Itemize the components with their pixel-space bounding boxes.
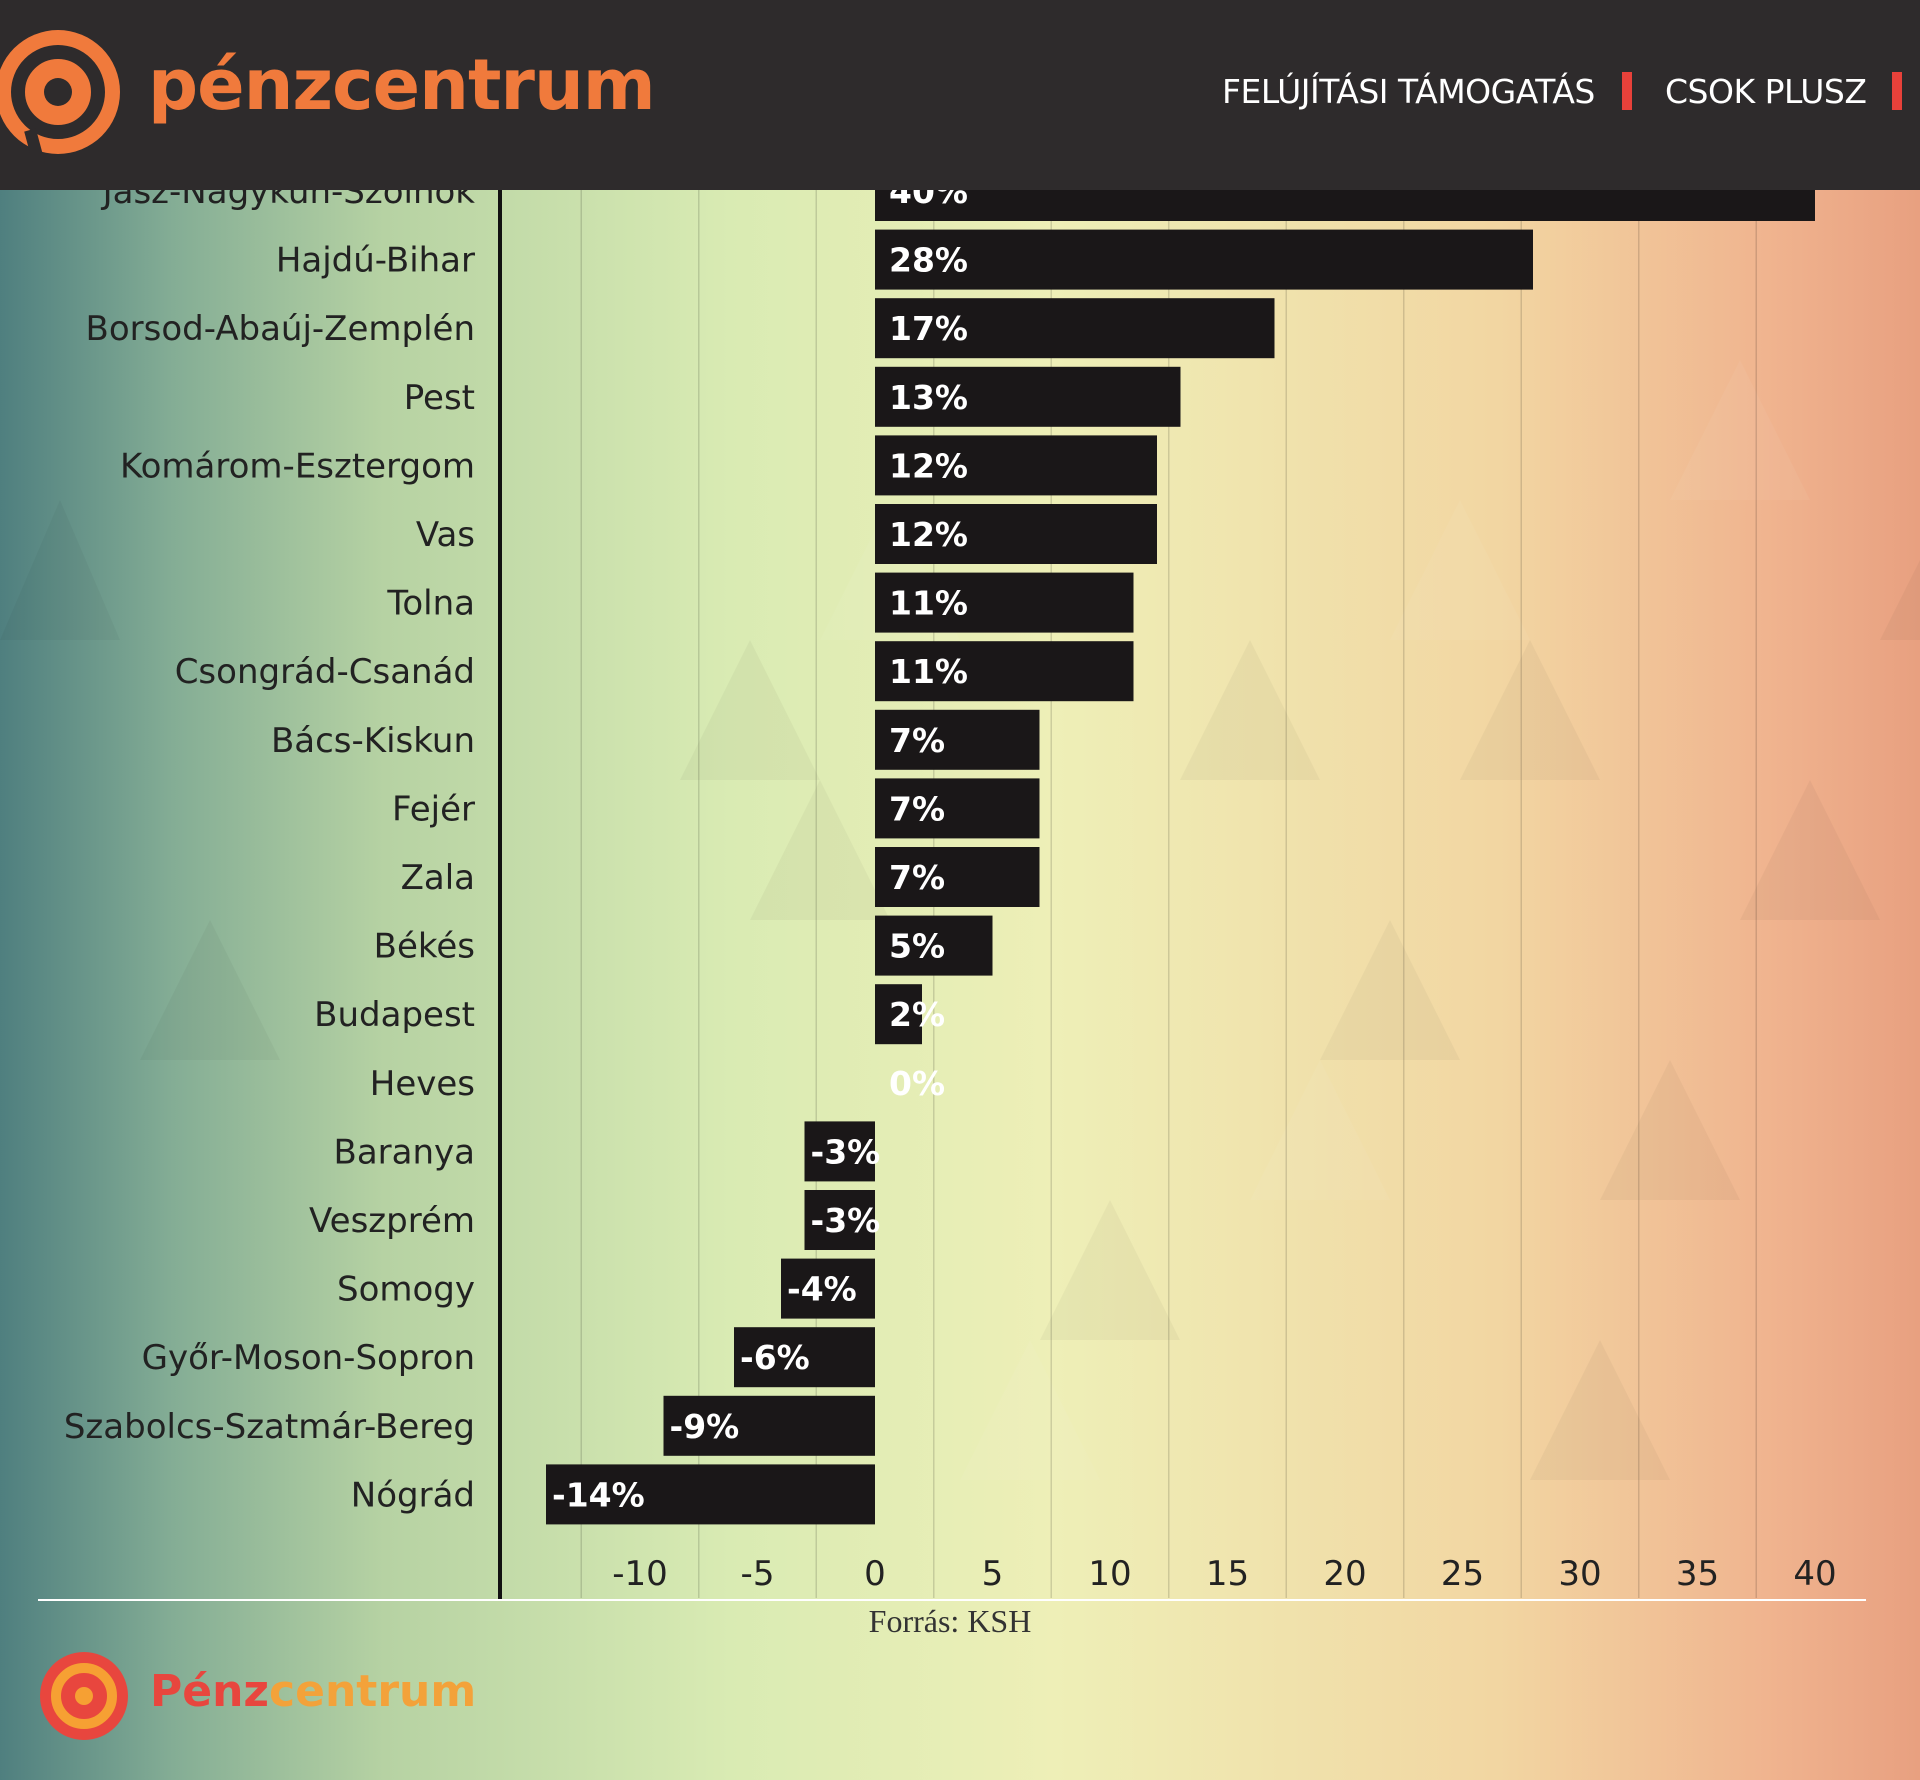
footer-brand: Pénzcentrum [150, 1666, 476, 1717]
category-label: Zala [401, 858, 475, 898]
data-label: 11% [889, 584, 968, 623]
x-tick-label: 20 [1323, 1554, 1366, 1594]
footer-logo-icon [40, 1652, 128, 1740]
data-label: -14% [552, 1475, 645, 1514]
nav-item-csok-plusz[interactable]: CSOK PLUSZ [1665, 72, 1867, 111]
bar [875, 709, 1040, 770]
x-tick-label: 25 [1441, 1554, 1484, 1594]
data-label: 13% [889, 378, 968, 417]
footer-brand-part2: centrum [269, 1666, 477, 1717]
data-label: 7% [889, 858, 945, 897]
category-label: Veszprém [309, 1201, 475, 1241]
brand-logo-text[interactable]: pénzcentrum [148, 44, 656, 126]
bar [781, 1258, 875, 1319]
category-label: Szabolcs-Szatmár-Bereg [64, 1407, 475, 1447]
data-label: -3% [811, 1201, 881, 1240]
category-label: Bács-Kiskun [271, 721, 475, 761]
bar [875, 572, 1134, 633]
x-tick-label: 5 [982, 1554, 1004, 1594]
data-label: 28% [889, 241, 968, 280]
bar [875, 435, 1157, 496]
bar-chart: Jász-Nagykun-Szolnok 40%Hajdú-Bihar 28%Bor… [63, 150, 1837, 1600]
category-label: Pest [404, 378, 475, 418]
brand-logo-icon[interactable] [0, 22, 130, 162]
nav-item-felujitasi-tamogatas[interactable]: FELÚJÍTÁSI TÁMOGATÁS [1222, 72, 1595, 111]
data-label: 7% [889, 789, 945, 828]
bar [875, 298, 1275, 359]
category-label: Tolna [386, 584, 475, 624]
bar [875, 847, 1040, 907]
data-label: -9% [670, 1407, 740, 1446]
category-label: Hajdú-Bihar [276, 241, 475, 281]
bar [804, 1121, 875, 1182]
x-tick-label: 0 [864, 1554, 886, 1594]
bar [875, 366, 1181, 427]
x-tick-label: 40 [1793, 1554, 1836, 1594]
category-label: Borsod-Abaúj-Zemplén [86, 309, 476, 349]
category-label: Fejér [392, 789, 475, 829]
data-label: 2% [889, 995, 945, 1034]
data-label: 11% [889, 652, 968, 691]
data-label: -3% [811, 1132, 881, 1171]
data-label: -6% [740, 1338, 810, 1377]
bar [875, 641, 1134, 702]
category-label: Nógrád [351, 1475, 475, 1515]
x-tick-label: -5 [741, 1554, 775, 1594]
data-label: 12% [889, 446, 968, 485]
bar [875, 504, 1157, 564]
bar [875, 778, 1040, 839]
category-label: Békés [374, 927, 475, 967]
x-tick-label: 30 [1558, 1554, 1601, 1594]
bar [734, 1327, 875, 1388]
category-label: Heves [370, 1064, 475, 1104]
x-tick-label: 15 [1206, 1554, 1249, 1594]
footer-brand-part1: Pénz [150, 1666, 270, 1717]
bar [804, 1190, 875, 1250]
category-label: Somogy [337, 1270, 475, 1310]
bar [875, 229, 1533, 290]
data-label: 5% [889, 927, 945, 966]
category-label: Budapest [314, 995, 475, 1035]
data-label: 17% [889, 309, 968, 348]
data-label: 7% [889, 721, 945, 760]
x-tick-label: 35 [1676, 1554, 1719, 1594]
data-label: -4% [787, 1270, 857, 1309]
nav-separator [1892, 72, 1902, 110]
category-label: Komárom-Esztergom [120, 446, 475, 486]
category-label: Győr-Moson-Sopron [142, 1338, 475, 1378]
source-note: Forrás: KSH [868, 1603, 1032, 1639]
bar [546, 1464, 875, 1525]
category-label: Csongrád-Csanád [175, 652, 475, 692]
category-label: Vas [416, 515, 475, 555]
site-header: pénzcentrum FELÚJÍTÁSI TÁMOGATÁS CSOK PL… [0, 0, 1920, 190]
bar [875, 915, 993, 976]
bar [663, 1395, 875, 1456]
bar [875, 984, 922, 1045]
category-label: Baranya [334, 1132, 475, 1172]
data-label: 12% [889, 515, 968, 554]
x-tick-label: -10 [612, 1554, 668, 1594]
x-tick-label: 10 [1088, 1554, 1131, 1594]
nav-separator [1622, 72, 1632, 110]
data-label: 0% [889, 1064, 945, 1103]
